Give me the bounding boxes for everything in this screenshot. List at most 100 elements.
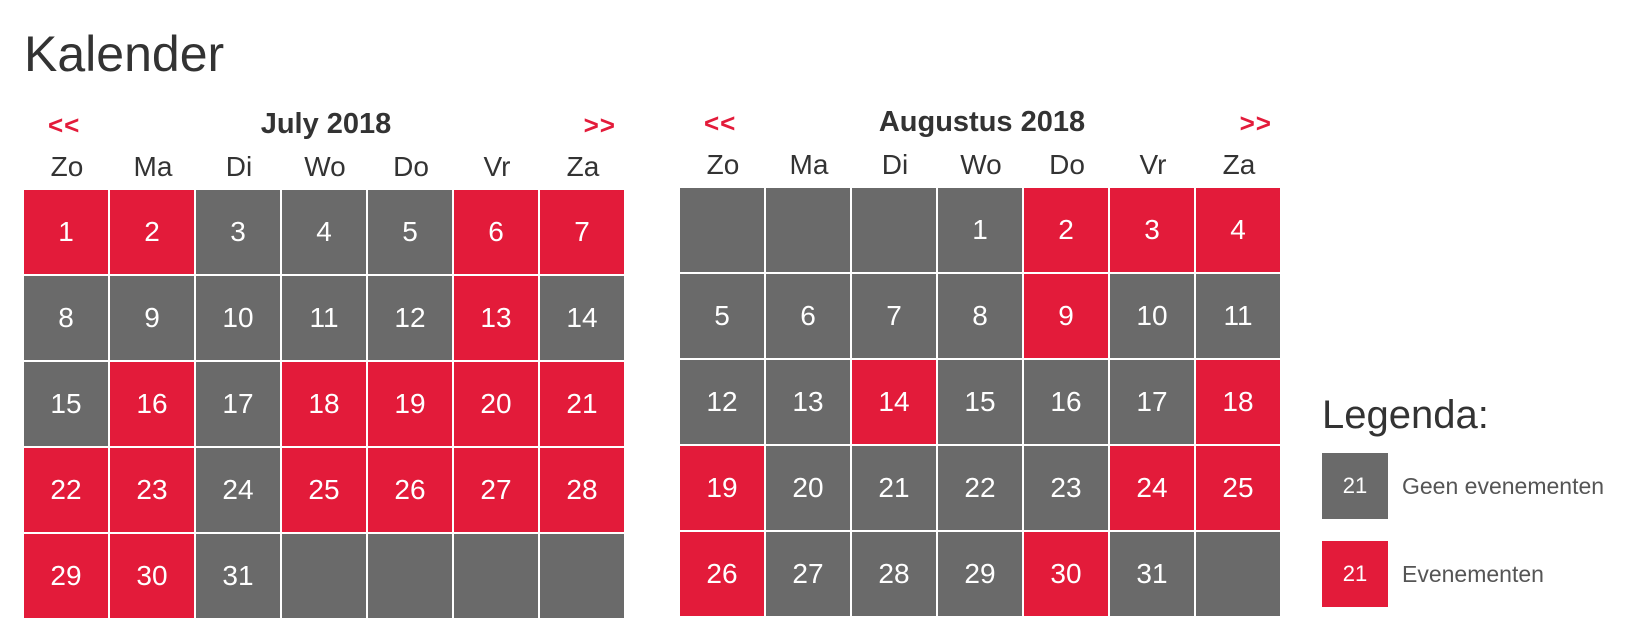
next-month-button[interactable]: >> <box>583 110 616 140</box>
day-cell-event[interactable]: 2 <box>1024 188 1108 272</box>
day-cell: 10 <box>196 276 280 360</box>
calendar-header: << July 2018 >> <box>24 104 628 148</box>
day-cell: 29 <box>938 532 1022 616</box>
weekday-label: Di <box>881 149 909 180</box>
day-cell: 8 <box>938 274 1022 358</box>
day-cell: 17 <box>196 362 280 446</box>
weekday-label: Ma <box>789 149 829 180</box>
day-cell-event[interactable]: 30 <box>1024 532 1108 616</box>
day-cell-empty <box>368 534 452 618</box>
day-cell-event[interactable]: 9 <box>1024 274 1108 358</box>
day-cell-event[interactable]: 2 <box>110 190 194 274</box>
day-cell: 27 <box>766 532 850 616</box>
day-cell-event[interactable]: 22 <box>24 448 108 532</box>
weekday-label: Di <box>225 151 253 182</box>
weekday-label: Vr <box>483 151 511 182</box>
day-cell-event[interactable]: 4 <box>1196 188 1280 272</box>
month-title: July 2018 <box>260 108 392 140</box>
day-cell: 15 <box>24 362 108 446</box>
day-cell-event[interactable]: 26 <box>368 448 452 532</box>
day-cell: 5 <box>368 190 452 274</box>
day-cell: 4 <box>282 190 366 274</box>
day-cell-event[interactable]: 19 <box>368 362 452 446</box>
day-cell-event[interactable]: 19 <box>680 446 764 530</box>
calendar-august: << Augustus 2018 >> Zo Ma Di Wo Do Vr Za… <box>680 102 1284 616</box>
day-cell: 7 <box>852 274 936 358</box>
weekday-label: Do <box>393 151 429 182</box>
day-cell: 22 <box>938 446 1022 530</box>
day-cell: 10 <box>1110 274 1194 358</box>
legend-title: Legenda: <box>1322 393 1489 437</box>
day-cell-event[interactable]: 21 <box>540 362 624 446</box>
day-cell-event[interactable]: 7 <box>540 190 624 274</box>
day-cell: 13 <box>766 360 850 444</box>
weekday-label: Zo <box>50 151 84 182</box>
prev-month-button[interactable]: << <box>704 108 737 138</box>
day-cell: 6 <box>766 274 850 358</box>
legend-item-no-events: 21 Geen evenementen <box>1322 452 1604 520</box>
day-cell: 24 <box>196 448 280 532</box>
weekday-label: Ma <box>133 151 173 182</box>
day-cell-event[interactable]: 26 <box>680 532 764 616</box>
day-cell: 15 <box>938 360 1022 444</box>
day-grid: 1 2 3 4 5 6 7 8 9 10 11 12 13 14 15 16 17 18 19 20 21 22 23 24 2… <box>24 190 628 618</box>
day-cell-empty <box>766 188 850 272</box>
day-cell: 1 <box>938 188 1022 272</box>
day-cell-event[interactable]: 16 <box>110 362 194 446</box>
day-cell-event[interactable]: 1 <box>24 190 108 274</box>
legend-label: Geen evenementen <box>1402 472 1605 499</box>
day-cell-empty <box>282 534 366 618</box>
day-cell-event[interactable]: 28 <box>540 448 624 532</box>
day-cell: 5 <box>680 274 764 358</box>
day-cell-event[interactable]: 18 <box>1196 360 1280 444</box>
weekday-label: Za <box>1222 149 1256 180</box>
day-cell-event[interactable]: 24 <box>1110 446 1194 530</box>
day-cell-event[interactable]: 29 <box>24 534 108 618</box>
weekday-label: Zo <box>706 149 740 180</box>
day-cell: 16 <box>1024 360 1108 444</box>
prev-month-button[interactable]: << <box>48 110 81 140</box>
day-cell-event[interactable]: 27 <box>454 448 538 532</box>
weekday-label: Za <box>566 151 600 182</box>
day-cell: 20 <box>766 446 850 530</box>
day-cell-event[interactable]: 23 <box>110 448 194 532</box>
day-cell: 14 <box>540 276 624 360</box>
day-cell-empty <box>540 534 624 618</box>
legend-swatch-no-events: 21 <box>1322 453 1388 519</box>
day-cell-event[interactable]: 14 <box>852 360 936 444</box>
day-cell-event[interactable]: 30 <box>110 534 194 618</box>
day-cell-empty <box>852 188 936 272</box>
day-cell-empty <box>680 188 764 272</box>
next-month-button[interactable]: >> <box>1239 108 1272 138</box>
day-cell: 11 <box>282 276 366 360</box>
legend-item-events: 21 Evenementen <box>1322 540 1604 608</box>
weekday-row: Zo Ma Di Wo Do Vr Za <box>24 148 628 186</box>
day-cell: 23 <box>1024 446 1108 530</box>
day-cell-event[interactable]: 6 <box>454 190 538 274</box>
legend: Legenda: 21 Geen evenementen 21 Evenemen… <box>1322 390 1604 628</box>
legend-label: Evenementen <box>1402 560 1544 587</box>
day-cell-empty <box>1196 532 1280 616</box>
day-cell-event[interactable]: 25 <box>282 448 366 532</box>
day-cell-event[interactable]: 13 <box>454 276 538 360</box>
legend-swatch-events: 21 <box>1322 541 1388 607</box>
day-cell-empty <box>454 534 538 618</box>
day-cell: 21 <box>852 446 936 530</box>
weekday-label: Vr <box>1139 149 1167 180</box>
day-cell-event[interactable]: 18 <box>282 362 366 446</box>
day-cell-event[interactable]: 3 <box>1110 188 1194 272</box>
weekday-label: Wo <box>304 151 346 182</box>
day-cell: 3 <box>196 190 280 274</box>
day-cell: 17 <box>1110 360 1194 444</box>
day-cell: 28 <box>852 532 936 616</box>
weekday-label: Wo <box>960 149 1002 180</box>
day-cell-event[interactable]: 20 <box>454 362 538 446</box>
weekday-row: Zo Ma Di Wo Do Vr Za <box>680 146 1284 184</box>
day-cell: 12 <box>680 360 764 444</box>
day-cell: 31 <box>1110 532 1194 616</box>
weekday-label: Do <box>1049 149 1085 180</box>
page-title: Kalender <box>24 26 225 82</box>
day-cell: 31 <box>196 534 280 618</box>
day-cell-event[interactable]: 25 <box>1196 446 1280 530</box>
